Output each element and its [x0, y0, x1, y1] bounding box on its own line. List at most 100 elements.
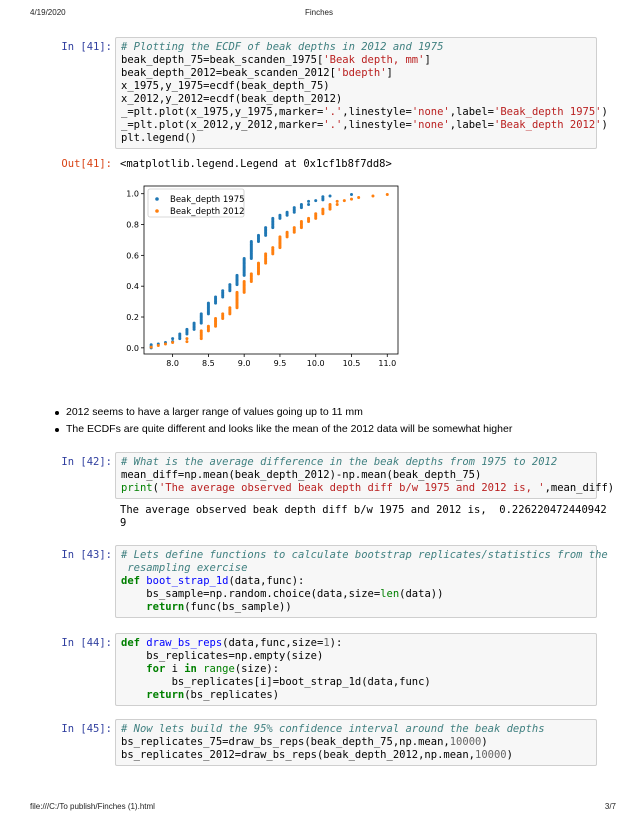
x-tick-label: 9.0 — [238, 359, 251, 368]
legend-marker — [155, 197, 159, 201]
data-point — [285, 210, 289, 214]
code-token: return — [146, 601, 185, 613]
code-token: ( — [152, 482, 159, 494]
code-token: ,label= — [449, 106, 495, 118]
code-token: (data,func,size= — [222, 637, 324, 649]
data-point — [214, 295, 218, 299]
code-token: bs_sample=np.random.choice(data,size= — [121, 588, 381, 600]
code-cell-43-source: # Lets define functions to calculate boo… — [121, 549, 608, 614]
data-point — [185, 337, 189, 341]
legend-box — [147, 188, 245, 218]
data-point — [299, 202, 303, 206]
data-point — [335, 202, 339, 206]
ecdf-chart: 8.0 8.5 9.0 9.5 10.0 10.5 11.0 0.0 0.2 0.4 0.6 0.8 1… — [126, 185, 399, 368]
code-token: _=plt.plot(x_1975,y_1975,marker= — [121, 106, 324, 118]
data-point — [149, 343, 153, 347]
code-token: ,linestyle= — [342, 119, 412, 131]
chart-ticks: 8.0 8.5 9.0 9.5 10.0 10.5 11.0 0.0 0.2 0.4 0.6 0.8 1… — [126, 190, 396, 368]
data-point — [321, 207, 325, 211]
code-token: ] — [386, 67, 393, 79]
code-token: ) — [601, 119, 608, 131]
code-token: x_1975,y_1975=ecdf(beak_depth_75) — [121, 80, 330, 92]
code-token: bs_replicates_2012=draw_bs_reps(beak_dep… — [121, 749, 476, 761]
code-token: print — [121, 482, 153, 494]
code-token: len — [380, 588, 400, 600]
cell-43-prompt: In [43]: — [61, 549, 112, 561]
legend-label: Beak_depth 1975 — [170, 195, 245, 205]
code-token: '.' — [323, 119, 343, 131]
data-point — [307, 202, 311, 206]
code-token: in — [184, 663, 197, 675]
code-token: (bs_replicates) — [184, 689, 280, 701]
data-point — [285, 230, 289, 234]
code-cell-42[interactable]: # What is the average difference in the … — [115, 452, 614, 499]
print-date: 4/19/2020 — [30, 8, 66, 17]
x-tick-label: 8.5 — [202, 359, 215, 368]
code-token — [121, 689, 146, 701]
code-token: resampling exercise — [121, 562, 248, 574]
data-point — [335, 199, 339, 203]
code-token: bs_replicates[i]=boot_strap_1d(data,func… — [121, 676, 431, 688]
code-token — [121, 601, 146, 613]
data-point — [307, 216, 311, 220]
y-tick-label: 0.4 — [126, 282, 139, 291]
code-token: ) — [481, 736, 488, 748]
data-point — [328, 194, 332, 198]
code-token: ) — [506, 749, 513, 761]
data-point — [256, 261, 260, 265]
code-cell-41-source: # Plotting the ECDF of beak depths in 20… — [121, 41, 608, 145]
data-point — [185, 340, 189, 344]
x-tick-label: 11.0 — [378, 359, 396, 368]
code-token: ): — [329, 637, 343, 649]
code-token: mean_diff=np.mean(beak_depth_2012)-np.me… — [121, 469, 482, 481]
code-token: ] — [424, 54, 431, 66]
code-token: 'Beak depth, mm' — [323, 54, 425, 66]
code-token: 10000 — [449, 736, 482, 748]
y-tick-label: 0.2 — [126, 313, 139, 322]
data-point — [321, 195, 325, 199]
cell-41-prompt: In [41]: — [61, 41, 112, 53]
code-token: 'The average observed beak depth diff b/… — [158, 482, 545, 494]
code-token: (data,func): — [228, 575, 305, 587]
data-point — [271, 246, 275, 250]
code-token: x_2012,y_2012=ecdf(beak_depth_2012) — [121, 93, 343, 105]
data-point — [192, 321, 196, 325]
code-token: bs_replicates_75=draw_bs_reps(beak_depth… — [121, 736, 450, 748]
data-point — [206, 324, 210, 328]
print-page-number: 3/7 — [604, 802, 616, 811]
data-point — [349, 192, 353, 196]
data-point — [228, 306, 232, 310]
code-token: range — [203, 663, 235, 675]
data-point — [171, 337, 175, 341]
data-point — [342, 199, 346, 203]
chart-frame — [143, 185, 399, 355]
data-point — [214, 317, 218, 321]
code-token: 'none' — [411, 106, 450, 118]
observation-item: The ECDFs are quite different and looks … — [52, 421, 512, 438]
data-point — [349, 197, 353, 201]
code-cell-43[interactable]: # Lets define functions to calculate boo… — [115, 545, 608, 618]
y-tick-label: 1.0 — [126, 190, 139, 199]
data-point — [178, 332, 182, 336]
code-token: i — [165, 663, 185, 675]
data-point — [278, 213, 282, 217]
data-point — [256, 233, 260, 237]
x-tick-label: 8.0 — [166, 359, 179, 368]
code-cell-41[interactable]: # Plotting the ECDF of beak depths in 20… — [115, 37, 608, 149]
code-token: (size): — [234, 663, 280, 675]
cell-44-prompt: In [44]: — [61, 637, 112, 649]
observation-item: 2012 seems to have a larger range of val… — [52, 404, 512, 421]
code-token: ,mean_diff) — [544, 482, 615, 494]
code-token: boot_strap_1d — [146, 575, 229, 587]
cell-41-output-prompt: Out[41]: — [61, 158, 112, 170]
data-point — [242, 256, 246, 260]
code-token: # Plotting the ECDF of beak depths in 20… — [121, 41, 444, 53]
code-token: 'none' — [411, 119, 450, 131]
data-point — [292, 206, 296, 210]
code-cell-45[interactable]: # Now lets build the 95% confidence inte… — [115, 719, 597, 766]
chart-legend: Beak_depth 1975 Beak_depth 2012 — [147, 188, 245, 218]
code-cell-44-source: def draw_bs_reps(data,func,size=1): bs_r… — [121, 637, 591, 702]
code-cell-44[interactable]: def draw_bs_reps(data,func,size=1): bs_r… — [115, 633, 597, 706]
code-token: def — [121, 637, 147, 649]
cell-45-prompt: In [45]: — [61, 723, 112, 735]
